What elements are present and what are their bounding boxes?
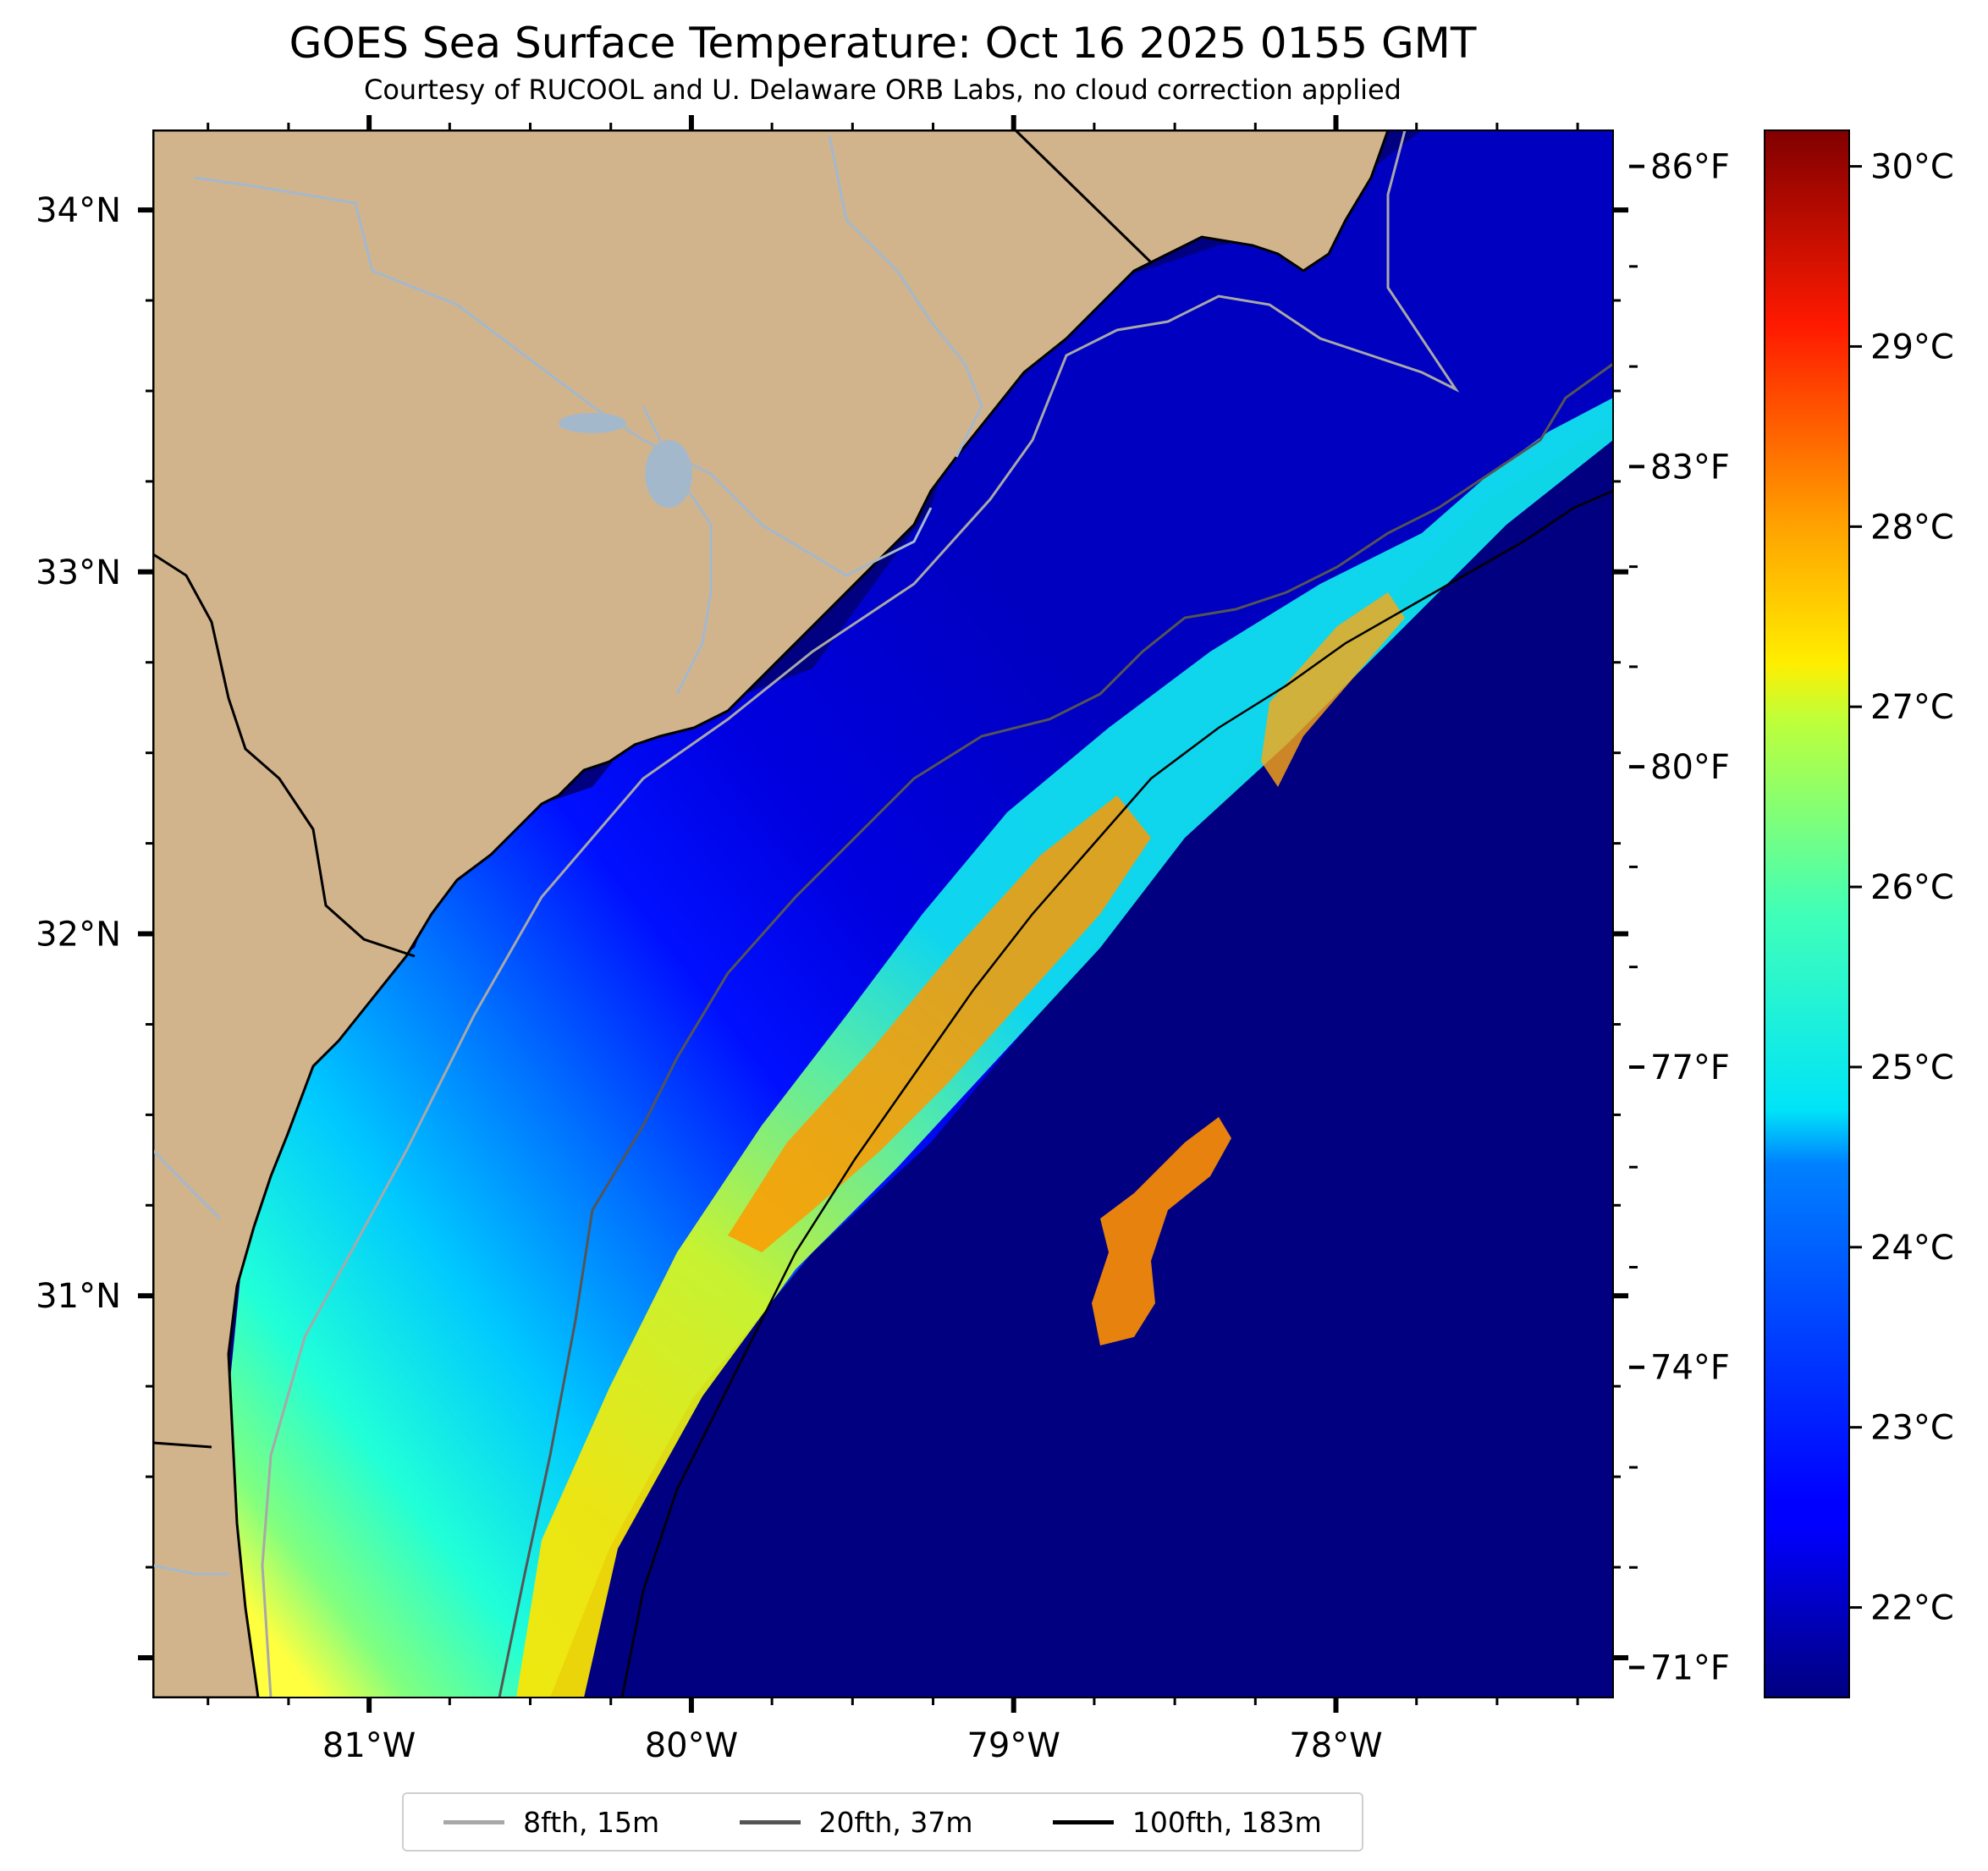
legend-swatch-8fth — [443, 1819, 505, 1824]
map-title: GOES Sea Surface Temperature: Oct 16 202… — [289, 19, 1477, 68]
gulf-stream-core — [728, 795, 1151, 1252]
legend-label-20fth: 20fth, 37m — [818, 1805, 973, 1839]
rivers — [153, 135, 983, 1576]
map-frame — [152, 129, 1614, 1698]
fahrenheit-tick-label: 74°F — [1650, 1349, 1730, 1388]
isobath-legend: 8fth, 15m 20fth, 37m 100fth, 183m — [402, 1792, 1363, 1852]
celsius-tick-label: 23°C — [1870, 1409, 1954, 1448]
lon-tick-label: 78°W — [1289, 1726, 1382, 1765]
warm-eddy — [1092, 1117, 1231, 1345]
lake-moultrie — [559, 413, 626, 433]
fahrenheit-tick-label: 86°F — [1650, 148, 1730, 187]
legend-entry-100fth: 100fth, 183m — [1052, 1805, 1322, 1839]
legend-label-100fth: 100fth, 183m — [1132, 1805, 1322, 1839]
gulf-stream-north-core — [1261, 592, 1405, 787]
celsius-tick-label: 27°C — [1870, 688, 1954, 727]
lake-marion — [645, 440, 692, 508]
map-tick-labels: 81°W 80°W 79°W 78°W 34°N 33°N 32°N 31°N — [36, 191, 1383, 1765]
fahrenheit-axis: 71°F 74°F 77°F 80°F 83°F 86°F — [1629, 148, 1730, 1688]
map-ticks — [138, 115, 1628, 1713]
fahrenheit-tick-label: 83°F — [1650, 448, 1730, 487]
map-area — [153, 130, 1613, 1698]
fahrenheit-tick-label: 71°F — [1650, 1649, 1730, 1688]
fahrenheit-tick-label: 77°F — [1650, 1048, 1730, 1087]
fahrenheit-tick-label: 80°F — [1650, 748, 1730, 787]
celsius-tick-label: 26°C — [1870, 868, 1954, 907]
colorbar — [1764, 129, 1850, 1698]
celsius-tick-label: 25°C — [1870, 1048, 1954, 1087]
legend-entry-8fth: 8fth, 15m — [443, 1806, 659, 1839]
legend-swatch-20fth — [739, 1819, 801, 1824]
lat-tick-label: 33°N — [36, 553, 121, 592]
celsius-axis: 22°C 23°C 24°C 25°C 26°C 27°C 28°C 29°C 30°C — [1849, 148, 1954, 1628]
land-mass — [153, 130, 1390, 1698]
lat-tick-label: 31°N — [36, 1277, 121, 1316]
state-borders — [153, 130, 1153, 1449]
legend-label-8fth: 8fth, 15m — [523, 1805, 660, 1839]
celsius-tick-label: 29°C — [1870, 327, 1954, 366]
map-subtitle: Courtesy of RUCOOL and U. Delaware ORB L… — [364, 74, 1402, 106]
shelf-water — [229, 130, 1613, 1698]
lat-tick-label: 32°N — [36, 916, 121, 955]
isobath-8fth — [261, 130, 1460, 1698]
celsius-tick-label: 30°C — [1870, 148, 1954, 187]
lon-tick-label: 81°W — [322, 1726, 416, 1765]
celsius-tick-label: 24°C — [1870, 1229, 1954, 1268]
warm-band — [516, 398, 1613, 1698]
celsius-tick-label: 22°C — [1870, 1589, 1954, 1628]
isobath-100fth — [620, 489, 1613, 1698]
lat-tick-label: 34°N — [36, 191, 121, 230]
celsius-tick-label: 28°C — [1870, 508, 1954, 547]
legend-entry-20fth: 20fth, 37m — [739, 1805, 973, 1839]
isobath-20fth — [498, 362, 1613, 1698]
legend-swatch-100fth — [1052, 1819, 1114, 1824]
lon-tick-label: 79°W — [966, 1726, 1060, 1765]
lon-tick-label: 80°W — [645, 1726, 738, 1765]
